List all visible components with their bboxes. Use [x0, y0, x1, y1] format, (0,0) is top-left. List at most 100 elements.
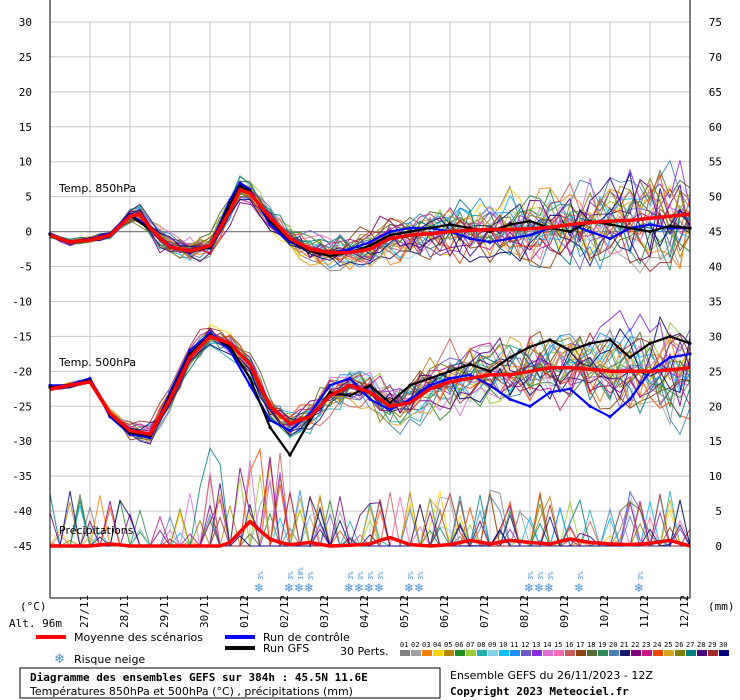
perturbation-number: 09 — [488, 641, 496, 649]
control-line-t850-point — [408, 226, 412, 230]
gfs-line-t500-point — [308, 418, 312, 422]
snowflake-icon: ❄ — [374, 581, 384, 595]
perturbation-number: 06 — [455, 641, 463, 649]
gfs-line-t850-point — [608, 223, 612, 227]
control-line-t500-point — [328, 383, 332, 387]
right-tick-label: 40 — [709, 261, 722, 274]
snowflake-icon: ❄ — [534, 581, 544, 595]
control-line-t500-point — [628, 397, 632, 401]
altitude-label: Alt. 96m — [9, 617, 62, 630]
control-line-t500-point — [588, 404, 592, 408]
gfs-line-t500-point — [488, 369, 492, 373]
right-tick-label: 45 — [709, 226, 722, 239]
perturbation-swatch — [543, 650, 553, 656]
control-line-t500-point — [388, 408, 392, 412]
snow-risk-percent: 3% — [547, 571, 555, 580]
chart-title: Diagramme des ensembles GEFS sur 384h : … — [30, 671, 368, 684]
legend: Moyenne des scénarios Run de contrôle Ru… — [36, 631, 729, 667]
right-tick-label: 60 — [709, 121, 722, 134]
right-tick-label: 50 — [709, 191, 722, 204]
perturbation-number: 17 — [576, 641, 584, 649]
control-line-t500-point — [188, 348, 192, 352]
left-tick-label: 20 — [19, 86, 32, 99]
date-label: 09/12 — [558, 595, 571, 628]
perturbation-number: 03 — [422, 641, 430, 649]
snow-risk-marker: 3%❄ — [344, 571, 355, 595]
snow-risk-marker: 10%❄ — [294, 567, 305, 595]
control-line-t850-point — [508, 236, 512, 241]
gfs-line-t500-point — [468, 362, 472, 366]
left-tick-label: -25 — [12, 400, 32, 413]
perturbation-number: 05 — [444, 641, 452, 649]
perturbation-swatch — [576, 650, 586, 656]
perturbation-number: 08 — [477, 641, 485, 649]
snowflake-icon: ❄ — [54, 652, 65, 667]
gfs-line-t500-point — [668, 334, 672, 338]
right-tick-label: 0 — [715, 540, 722, 553]
snow-risk-marker: 3%❄ — [254, 571, 265, 595]
control-line-t850-point — [348, 247, 352, 251]
snow-risk-percent: 3% — [257, 571, 265, 580]
date-label: 28/11 — [118, 595, 131, 628]
left-unit-label: (°C) — [20, 600, 47, 613]
snow-risk-percent: 3% — [377, 571, 385, 580]
snowflake-icon: ❄ — [364, 581, 374, 595]
perturbation-swatch — [653, 650, 663, 656]
gfs-line-t850-point — [668, 224, 672, 228]
perturbation-line-t850 — [49, 175, 691, 266]
control-line-t500-point — [528, 404, 532, 408]
gfs-line-t500-point — [288, 453, 292, 457]
perturbation-swatch — [686, 650, 696, 656]
perturbation-line-t850 — [49, 178, 691, 263]
perturbation-number: 10 — [499, 641, 507, 649]
gfs-line-t500-point — [268, 425, 272, 429]
snow-risk-marker: 3%❄ — [544, 571, 555, 595]
snowflake-icon: ❄ — [544, 581, 554, 595]
right-unit-label: (mm) — [708, 600, 735, 613]
gfs-line-t500-point — [328, 390, 332, 394]
snowflake-icon: ❄ — [254, 581, 264, 595]
date-label: 03/12 — [318, 595, 331, 628]
snow-risk-marker: 3%❄ — [374, 571, 385, 595]
mean-line-t500 — [49, 334, 691, 436]
snow-risk-marker: 3%❄ — [534, 571, 545, 595]
right-tick-label: 75 — [709, 16, 722, 29]
control-line-t500-point — [428, 383, 432, 387]
control-line-t500-point — [668, 355, 672, 359]
snow-risk-percent: 3% — [407, 571, 415, 580]
perturbation-swatch — [488, 650, 498, 656]
left-tick-label: -15 — [12, 330, 32, 343]
snow-risk-marker: 3%❄ — [354, 571, 365, 595]
date-label: 27/11 — [78, 595, 91, 628]
panel-label-t500: Temp. 500hPa — [58, 356, 136, 369]
gfs-line-t500-point — [548, 338, 552, 342]
control-line-t500-point — [468, 373, 472, 377]
perturbation-swatch — [598, 650, 608, 656]
perturbation-number: 27 — [686, 641, 694, 649]
gfs-line-t850-point — [628, 226, 632, 230]
perturbation-legend: 01 02 03 04 05 06 07 08 09 10 11 12 13 14 15 16 17 18 19 20… — [400, 641, 729, 656]
gfs-line-t850-point — [238, 184, 242, 188]
gfs-line-t850-point — [568, 230, 572, 234]
left-tick-label: -10 — [12, 295, 32, 308]
legend-mean-label: Moyenne des scénarios — [74, 631, 203, 644]
gfs-line-t500-point — [628, 355, 632, 359]
perturbation-number: 21 — [620, 641, 628, 649]
date-label: 30/11 — [198, 595, 211, 628]
perturbation-line-t500 — [49, 327, 691, 436]
right-tick-label: 30 — [709, 330, 722, 343]
date-axis-labels: 27/11 28/11 29/11 30/11 01/12 02/12 03/12 04/12… — [78, 595, 691, 628]
perturbation-swatch — [587, 650, 597, 656]
snowflake-icon: ❄ — [294, 581, 304, 595]
title-box — [19, 667, 441, 699]
snow-risk-percent: 3% — [367, 571, 375, 580]
date-label: 04/12 — [358, 595, 371, 628]
right-tick-label: 70 — [709, 51, 722, 64]
gfs-line-t500-point — [588, 341, 592, 345]
perturbation-number: 28 — [697, 641, 705, 649]
legend-snow-label: Risque neige — [74, 653, 145, 666]
snow-risk-marker: 3%❄ — [414, 571, 425, 595]
perturbation-number: 30 — [719, 641, 727, 649]
control-line-t500-point — [548, 390, 552, 394]
